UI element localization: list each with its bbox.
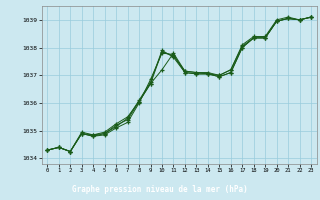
Text: Graphe pression niveau de la mer (hPa): Graphe pression niveau de la mer (hPa)	[72, 185, 248, 194]
